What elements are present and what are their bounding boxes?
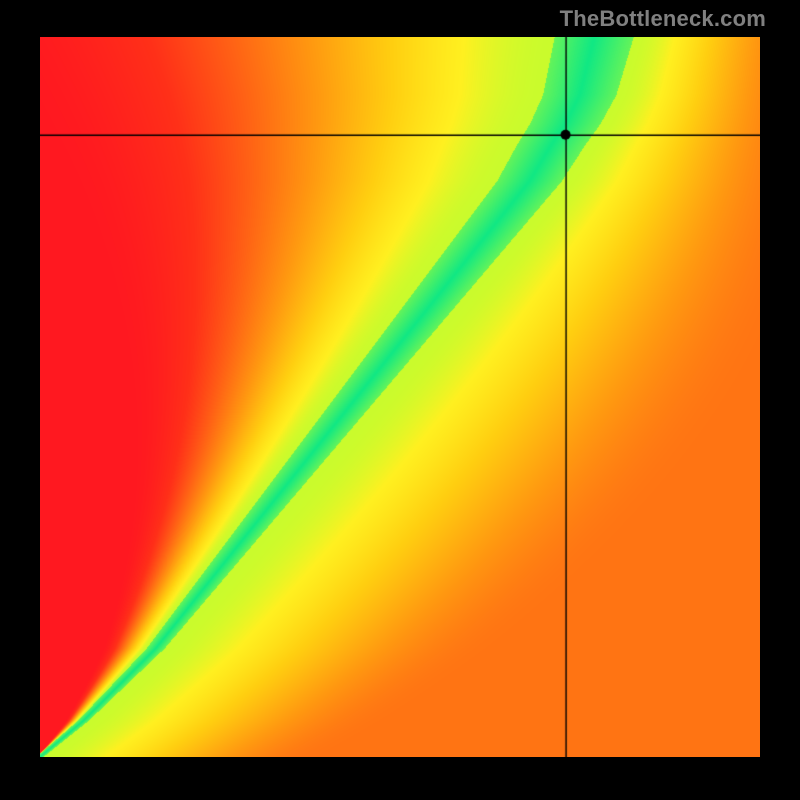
watermark-text: TheBottleneck.com (560, 6, 766, 32)
chart-container: TheBottleneck.com (0, 0, 800, 800)
heatmap-plot (40, 37, 760, 757)
heatmap-canvas (40, 37, 760, 757)
